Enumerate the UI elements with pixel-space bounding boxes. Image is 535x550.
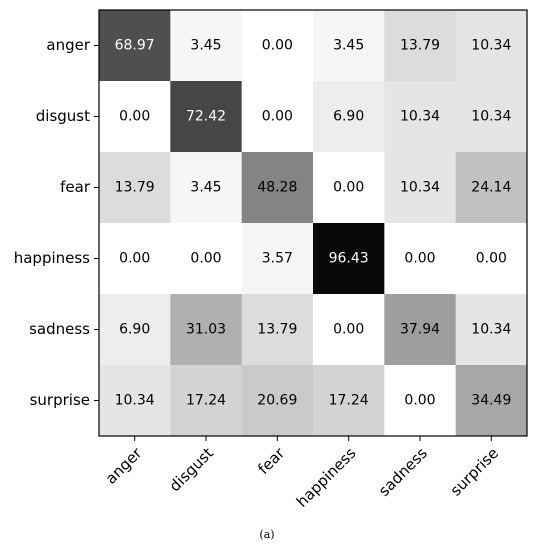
heatmap-cell <box>384 294 457 366</box>
heatmap-cell <box>99 365 171 437</box>
cell-value-label: 6.90 <box>333 109 364 125</box>
cell-value-label: 20.69 <box>257 393 297 409</box>
heatmap-cell <box>313 365 385 437</box>
x-tick-label: happiness <box>293 444 360 511</box>
cell-value-label: 0.00 <box>119 109 150 125</box>
cell-value-label: 48.28 <box>257 180 297 196</box>
x-tick-label: fear <box>254 444 288 478</box>
cell-value-label: 0.00 <box>119 251 150 267</box>
heatmap-cell <box>170 81 243 153</box>
cell-value-label: 3.45 <box>190 180 221 196</box>
x-tick-label: sadness <box>375 444 431 500</box>
cell-value-label: 34.49 <box>471 393 511 409</box>
cell-value-label: 10.34 <box>400 109 440 125</box>
heatmap-cell <box>241 152 314 224</box>
heatmap-cell <box>455 10 528 82</box>
cell-value-label: 96.43 <box>329 251 369 267</box>
heatmap-cell <box>455 294 528 366</box>
cell-value-label: 68.97 <box>115 38 155 54</box>
heatmap-cell <box>455 152 528 224</box>
cell-value-label: 72.42 <box>186 109 226 125</box>
heatmap-cell <box>313 10 385 82</box>
heatmap-cell <box>170 294 243 366</box>
cell-value-label: 13.79 <box>400 38 440 54</box>
heatmap-cell <box>170 223 243 295</box>
heatmap-cell <box>313 294 385 366</box>
heatmap-cell <box>384 81 457 153</box>
cell-value-label: 3.45 <box>190 38 221 54</box>
cell-value-label: 17.24 <box>329 393 369 409</box>
cell-value-label: 24.14 <box>471 180 511 196</box>
heatmap-cell <box>99 81 171 153</box>
x-tick-label: anger <box>102 444 146 488</box>
heatmap-cell <box>170 365 243 437</box>
y-tick-label: sadness <box>29 320 90 338</box>
heatmap-cell <box>99 223 171 295</box>
cell-value-label: 0.00 <box>190 251 221 267</box>
heatmap-cell <box>455 365 528 437</box>
cell-value-label: 17.24 <box>186 393 226 409</box>
x-tick-label: disgust <box>166 444 217 495</box>
heatmap-cell <box>170 152 243 224</box>
y-tick-label: disgust <box>36 107 90 125</box>
heatmap-cell <box>99 10 171 82</box>
heatmap-cell <box>241 223 314 295</box>
y-tick-label: fear <box>60 178 91 196</box>
heatmap-cell <box>455 223 528 295</box>
cell-value-label: 13.79 <box>257 322 297 338</box>
heatmap-cell <box>241 365 314 437</box>
heatmap-cell <box>313 152 385 224</box>
cell-value-label: 0.00 <box>404 251 435 267</box>
cell-value-label: 10.34 <box>471 109 511 125</box>
heatmap-cell <box>384 152 457 224</box>
cell-value-label: 37.94 <box>400 322 440 338</box>
cell-value-label: 0.00 <box>333 180 364 196</box>
cell-value-label: 10.34 <box>471 322 511 338</box>
cell-value-label: 0.00 <box>262 38 293 54</box>
y-tick-label: surprise <box>30 391 90 409</box>
figure-caption: (a) <box>259 528 274 541</box>
heatmap-cell <box>170 10 243 82</box>
heatmap-cell <box>241 10 314 82</box>
x-axis: anger disgust fear happiness sadness surprise <box>102 436 502 511</box>
heatmap-cell <box>384 365 457 437</box>
heatmap-cells: 68.97 3.45 0.00 3.45 13.79 10.34 0.00 72.42 0.00… <box>99 10 528 437</box>
y-tick-label: anger <box>46 36 90 54</box>
cell-value-label: 0.00 <box>404 393 435 409</box>
plot-frame <box>98 9 528 437</box>
heatmap-cell <box>241 81 314 153</box>
heatmap-cell <box>241 294 314 366</box>
heatmap-cell <box>455 81 528 153</box>
y-tick-label: happiness <box>14 249 90 267</box>
cell-value-label: 0.00 <box>476 251 507 267</box>
heatmap-cell <box>313 81 385 153</box>
heatmap-cell <box>384 223 457 295</box>
cell-value-label: 10.34 <box>471 38 511 54</box>
cell-value-label: 0.00 <box>333 322 364 338</box>
heatmap-cell <box>99 152 171 224</box>
cell-value-label: 3.57 <box>262 251 293 267</box>
heatmap-cell <box>313 223 385 295</box>
heatmap-cell <box>99 294 171 366</box>
cell-value-label: 13.79 <box>115 180 155 196</box>
heatmap-cell <box>384 10 457 82</box>
cell-value-label: 10.34 <box>115 393 155 409</box>
cell-value-label: 3.45 <box>333 38 364 54</box>
cell-value-label: 31.03 <box>186 322 226 338</box>
cell-value-label: 6.90 <box>119 322 150 338</box>
y-axis: anger disgust fear happiness sadness surprise <box>14 36 99 409</box>
cell-value-label: 0.00 <box>262 109 293 125</box>
cell-value-label: 10.34 <box>400 180 440 196</box>
x-tick-label: surprise <box>447 444 502 499</box>
